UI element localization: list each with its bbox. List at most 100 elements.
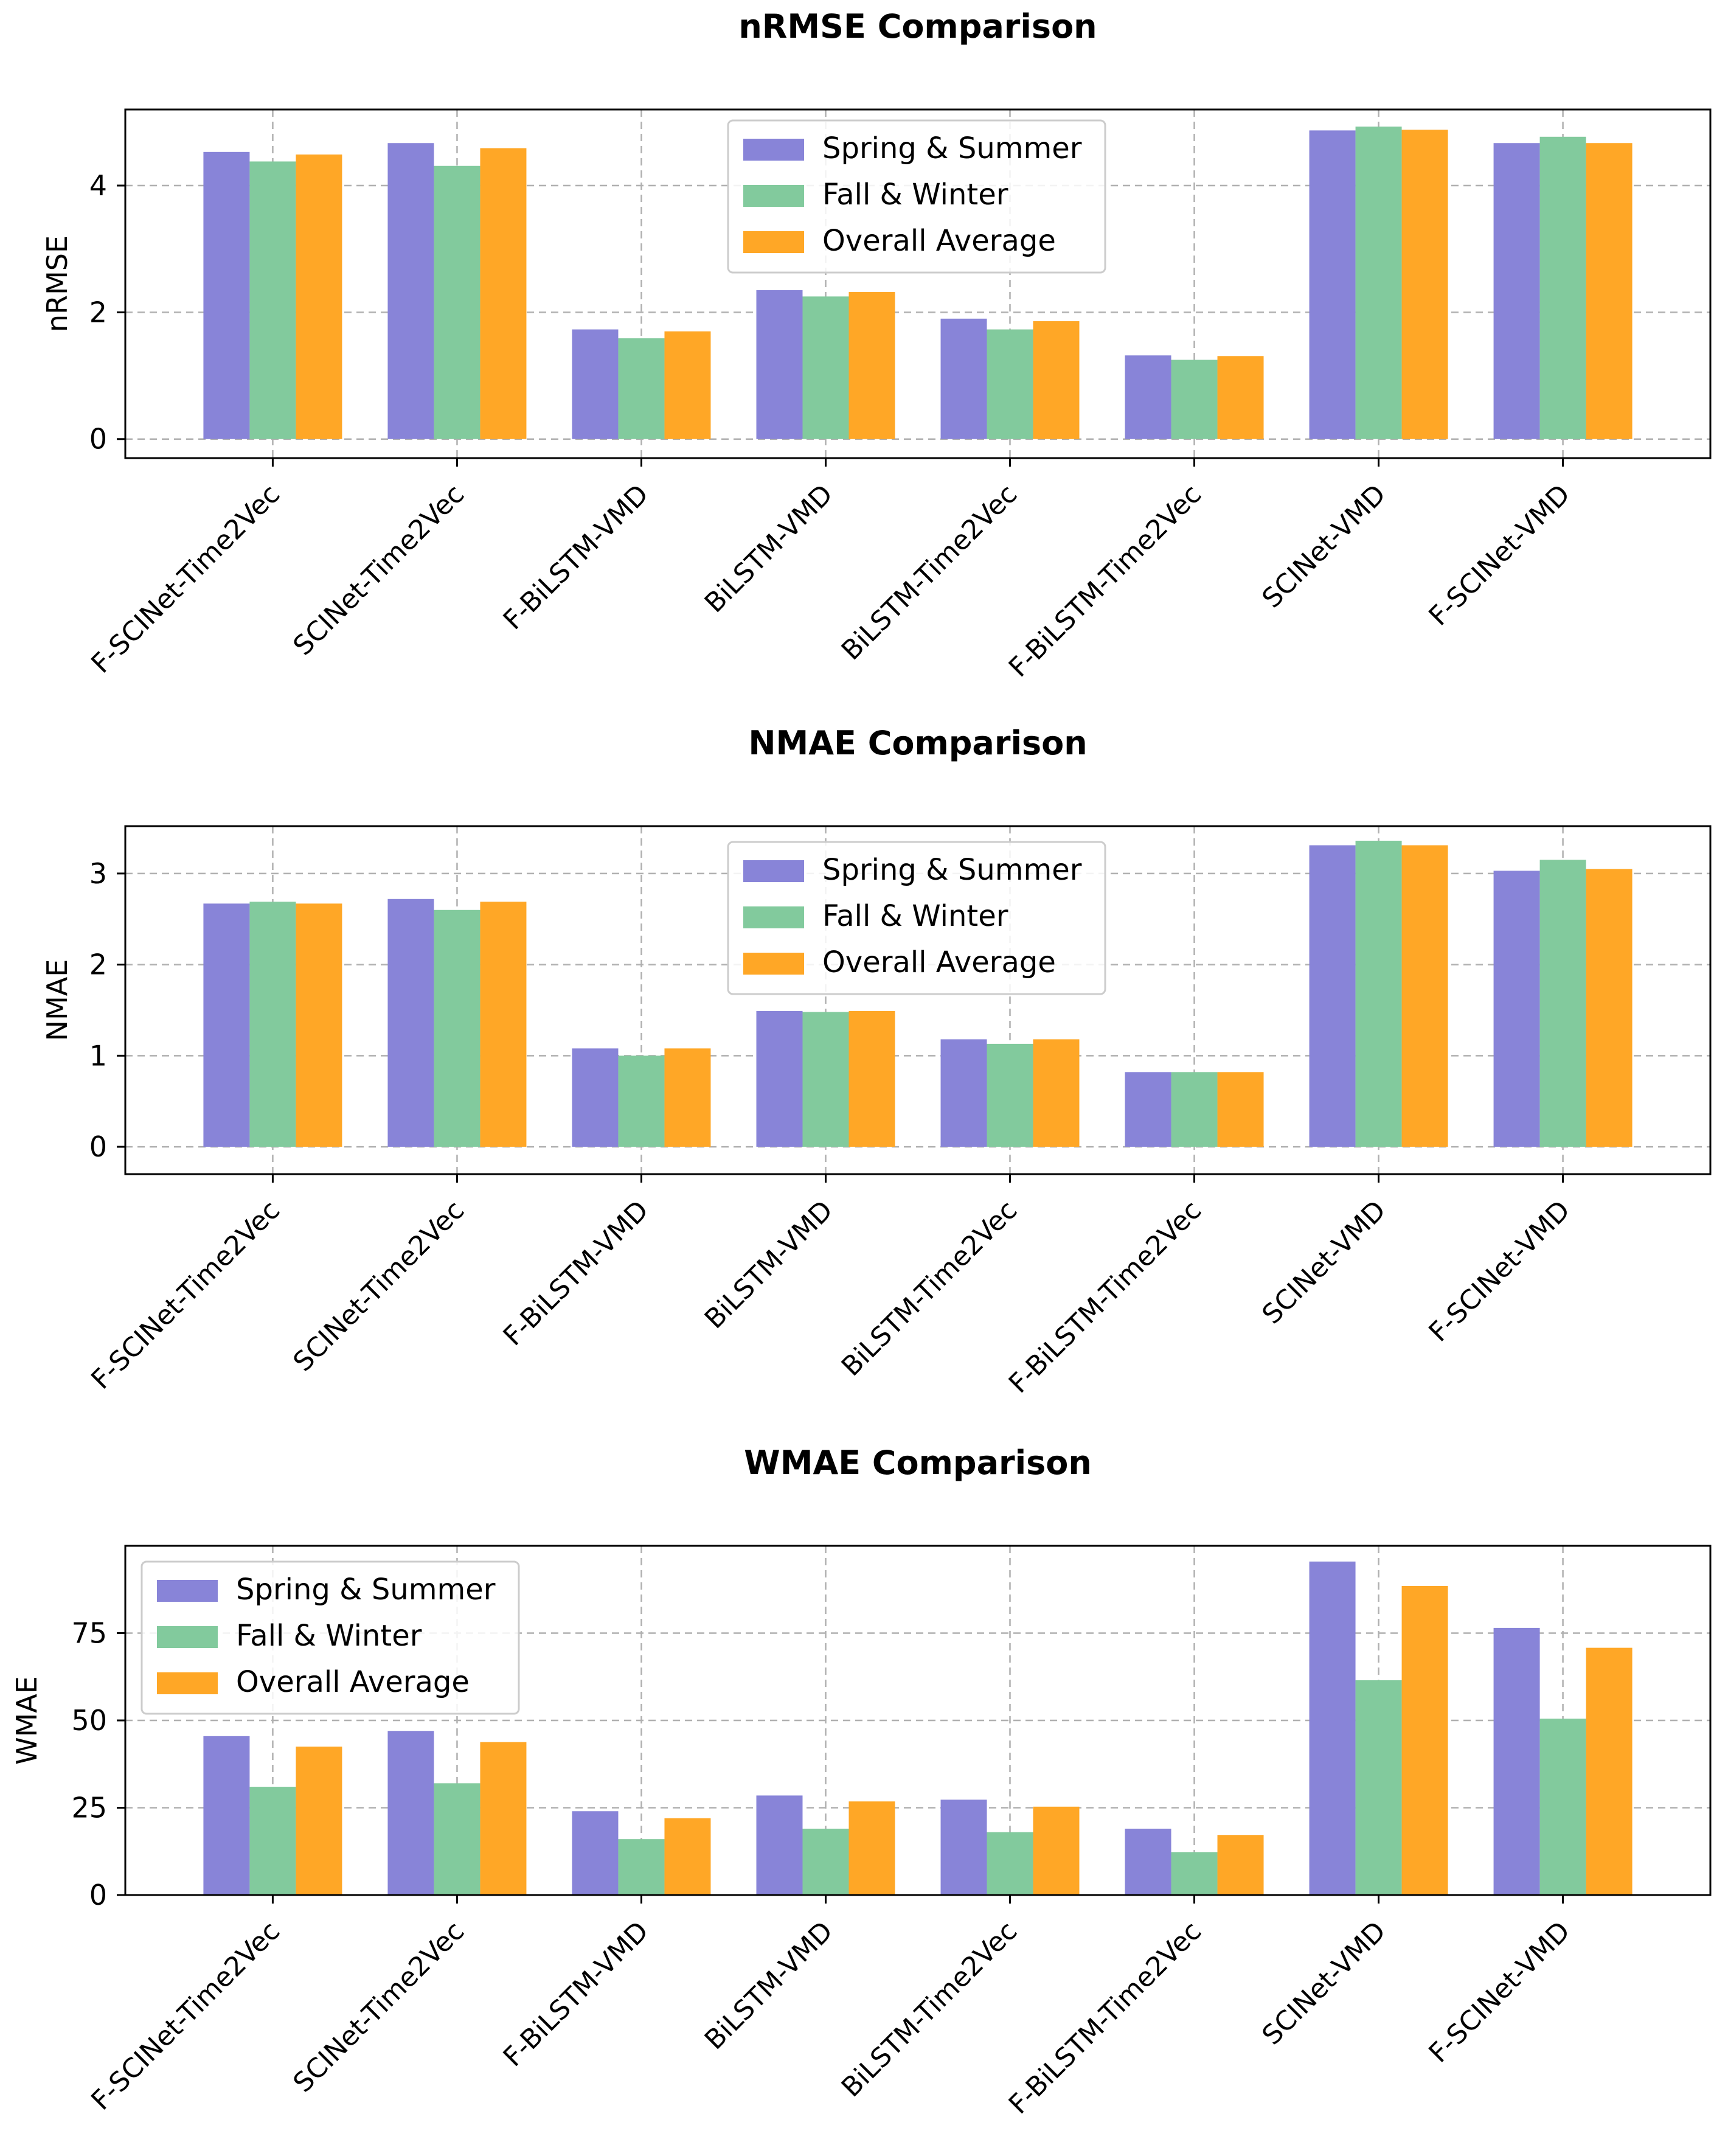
x-tick-label: SCINet-Time2Vec	[287, 1916, 470, 2099]
x-tick-label: F-BiLSTM-VMD	[498, 1195, 654, 1352]
bar-overall-average	[480, 902, 527, 1147]
bar-overall-average	[1217, 1072, 1264, 1147]
x-tick-label: BiLSTM-Time2Vec	[836, 1195, 1023, 1382]
chart-panel-wmae: WMAE Comparison 0 25 50 75 WMAE F-SCINet-Time2…	[10, 1444, 1712, 2120]
legend-swatch	[157, 1672, 218, 1694]
legend-label: Fall & Winter	[236, 1619, 422, 1653]
legend-label: Spring & Summer	[822, 853, 1082, 887]
bar-spring-summer	[1493, 1627, 1540, 1895]
bar-spring-summer	[756, 1010, 803, 1147]
bar-overall-average	[1401, 845, 1448, 1147]
bar-spring-summer	[756, 290, 803, 439]
x-tick-label: F-SCINet-VMD	[1423, 479, 1576, 632]
legend-swatch	[743, 906, 804, 928]
legend-swatch	[743, 231, 804, 253]
y-tick-label: 4	[89, 169, 107, 202]
bar-overall-average	[1217, 356, 1264, 439]
legend-swatch	[157, 1580, 218, 1602]
bar-fall-winter	[1539, 1719, 1586, 1895]
y-tick-label: 2	[89, 296, 107, 329]
legend-swatch	[157, 1626, 218, 1648]
bar-fall-winter	[618, 1839, 665, 1895]
bar-spring-summer	[940, 1800, 987, 1895]
bar-spring-summer	[1125, 1828, 1171, 1895]
x-tick-label: F-SCINet-Time2Vec	[85, 1195, 286, 1396]
bar-spring-summer	[387, 899, 434, 1147]
axes-frame	[124, 825, 1712, 1175]
bar-spring-summer	[756, 1795, 803, 1895]
x-tick-label: F-BiLSTM-Time2Vec	[1003, 1916, 1207, 2120]
axes-frame	[124, 108, 1712, 459]
legend-swatch	[743, 860, 804, 882]
x-tick-label: F-SCINet-VMD	[1423, 1916, 1576, 2069]
bar-fall-winter	[1171, 360, 1218, 439]
y-tick-label: 25	[71, 1792, 107, 1824]
bar-overall-average	[664, 1048, 711, 1147]
bar-overall-average	[1586, 143, 1633, 439]
y-tick-label: 3	[89, 857, 107, 890]
legend-box	[727, 119, 1106, 274]
bar-fall-winter	[802, 1012, 849, 1147]
bar-overall-average	[1586, 869, 1633, 1147]
bar-overall-average	[480, 1742, 527, 1895]
legend-label: Overall Average	[822, 224, 1056, 258]
bar-spring-summer	[940, 1039, 987, 1147]
bar-spring-summer	[1493, 871, 1540, 1147]
bar-overall-average	[1401, 1586, 1448, 1895]
bar-overall-average	[480, 148, 527, 439]
legend-label: Overall Average	[236, 1665, 470, 1699]
legend: Spring & Summer Fall & Winter Overall Aver…	[727, 119, 1106, 274]
x-tick-label: BiLSTM-VMD	[699, 1916, 839, 2056]
legend-box	[141, 1560, 520, 1715]
chart-title: NMAE Comparison	[748, 724, 1087, 762]
bar-spring-summer	[1125, 355, 1171, 439]
bar-fall-winter	[434, 1783, 481, 1895]
bar-overall-average	[296, 154, 342, 439]
bar-overall-average	[1586, 1647, 1633, 1895]
legend-label: Overall Average	[822, 945, 1056, 979]
bar-spring-summer	[572, 1048, 619, 1147]
bar-spring-summer	[1309, 1561, 1356, 1895]
bar-fall-winter	[1171, 1072, 1218, 1147]
legend-swatch	[743, 185, 804, 207]
bar-fall-winter	[1539, 860, 1586, 1147]
bar-spring-summer	[940, 318, 987, 439]
y-tick-label: 50	[71, 1704, 107, 1737]
bar-fall-winter	[434, 909, 481, 1147]
x-tick-label: F-BiLSTM-VMD	[498, 479, 654, 636]
bar-overall-average	[848, 1010, 895, 1147]
bar-fall-winter	[618, 1055, 665, 1147]
y-tick-label: 2	[89, 948, 107, 981]
x-tick-label: F-BiLSTM-Time2Vec	[1003, 1195, 1207, 1399]
bar-spring-summer	[572, 329, 619, 439]
bar-overall-average	[296, 903, 342, 1147]
bar-overall-average	[848, 1801, 895, 1895]
y-tick-label: 0	[89, 1879, 107, 1911]
x-tick-label: BiLSTM-VMD	[699, 479, 839, 619]
bar-fall-winter	[1171, 1852, 1218, 1895]
bar-fall-winter	[1539, 136, 1586, 439]
bar-spring-summer	[1493, 143, 1540, 439]
bar-fall-winter	[249, 161, 296, 439]
y-tick-label: 1	[89, 1039, 107, 1072]
bar-overall-average	[664, 331, 711, 439]
x-tick-label: SCINet-Time2Vec	[287, 1195, 470, 1378]
bar-spring-summer	[203, 151, 250, 439]
bar-spring-summer	[203, 903, 250, 1147]
bar-fall-winter	[434, 165, 481, 439]
legend: Spring & Summer Fall & Winter Overall Aver…	[141, 1560, 520, 1715]
chart-panel-nrmse: nRMSE Comparison 0 2 4 nRMSE F-SCINet-Time2Ve…	[41, 7, 1712, 683]
bar-spring-summer	[203, 1736, 250, 1895]
legend-label: Spring & Summer	[236, 1573, 496, 1607]
y-tick-label: 0	[89, 423, 107, 456]
y-axis-label: nRMSE	[41, 235, 74, 332]
bar-overall-average	[296, 1747, 342, 1895]
x-tick-label: BiLSTM-Time2Vec	[836, 479, 1023, 666]
x-tick-label: BiLSTM-Time2Vec	[836, 1916, 1023, 2103]
legend: Spring & Summer Fall & Winter Overall Aver…	[727, 841, 1106, 995]
legend-label: Fall & Winter	[822, 178, 1008, 212]
x-tick-label: BiLSTM-VMD	[699, 1195, 839, 1335]
bar-fall-winter	[802, 296, 849, 439]
x-tick-label: SCINet-VMD	[1257, 1195, 1392, 1330]
bar-spring-summer	[572, 1811, 619, 1895]
